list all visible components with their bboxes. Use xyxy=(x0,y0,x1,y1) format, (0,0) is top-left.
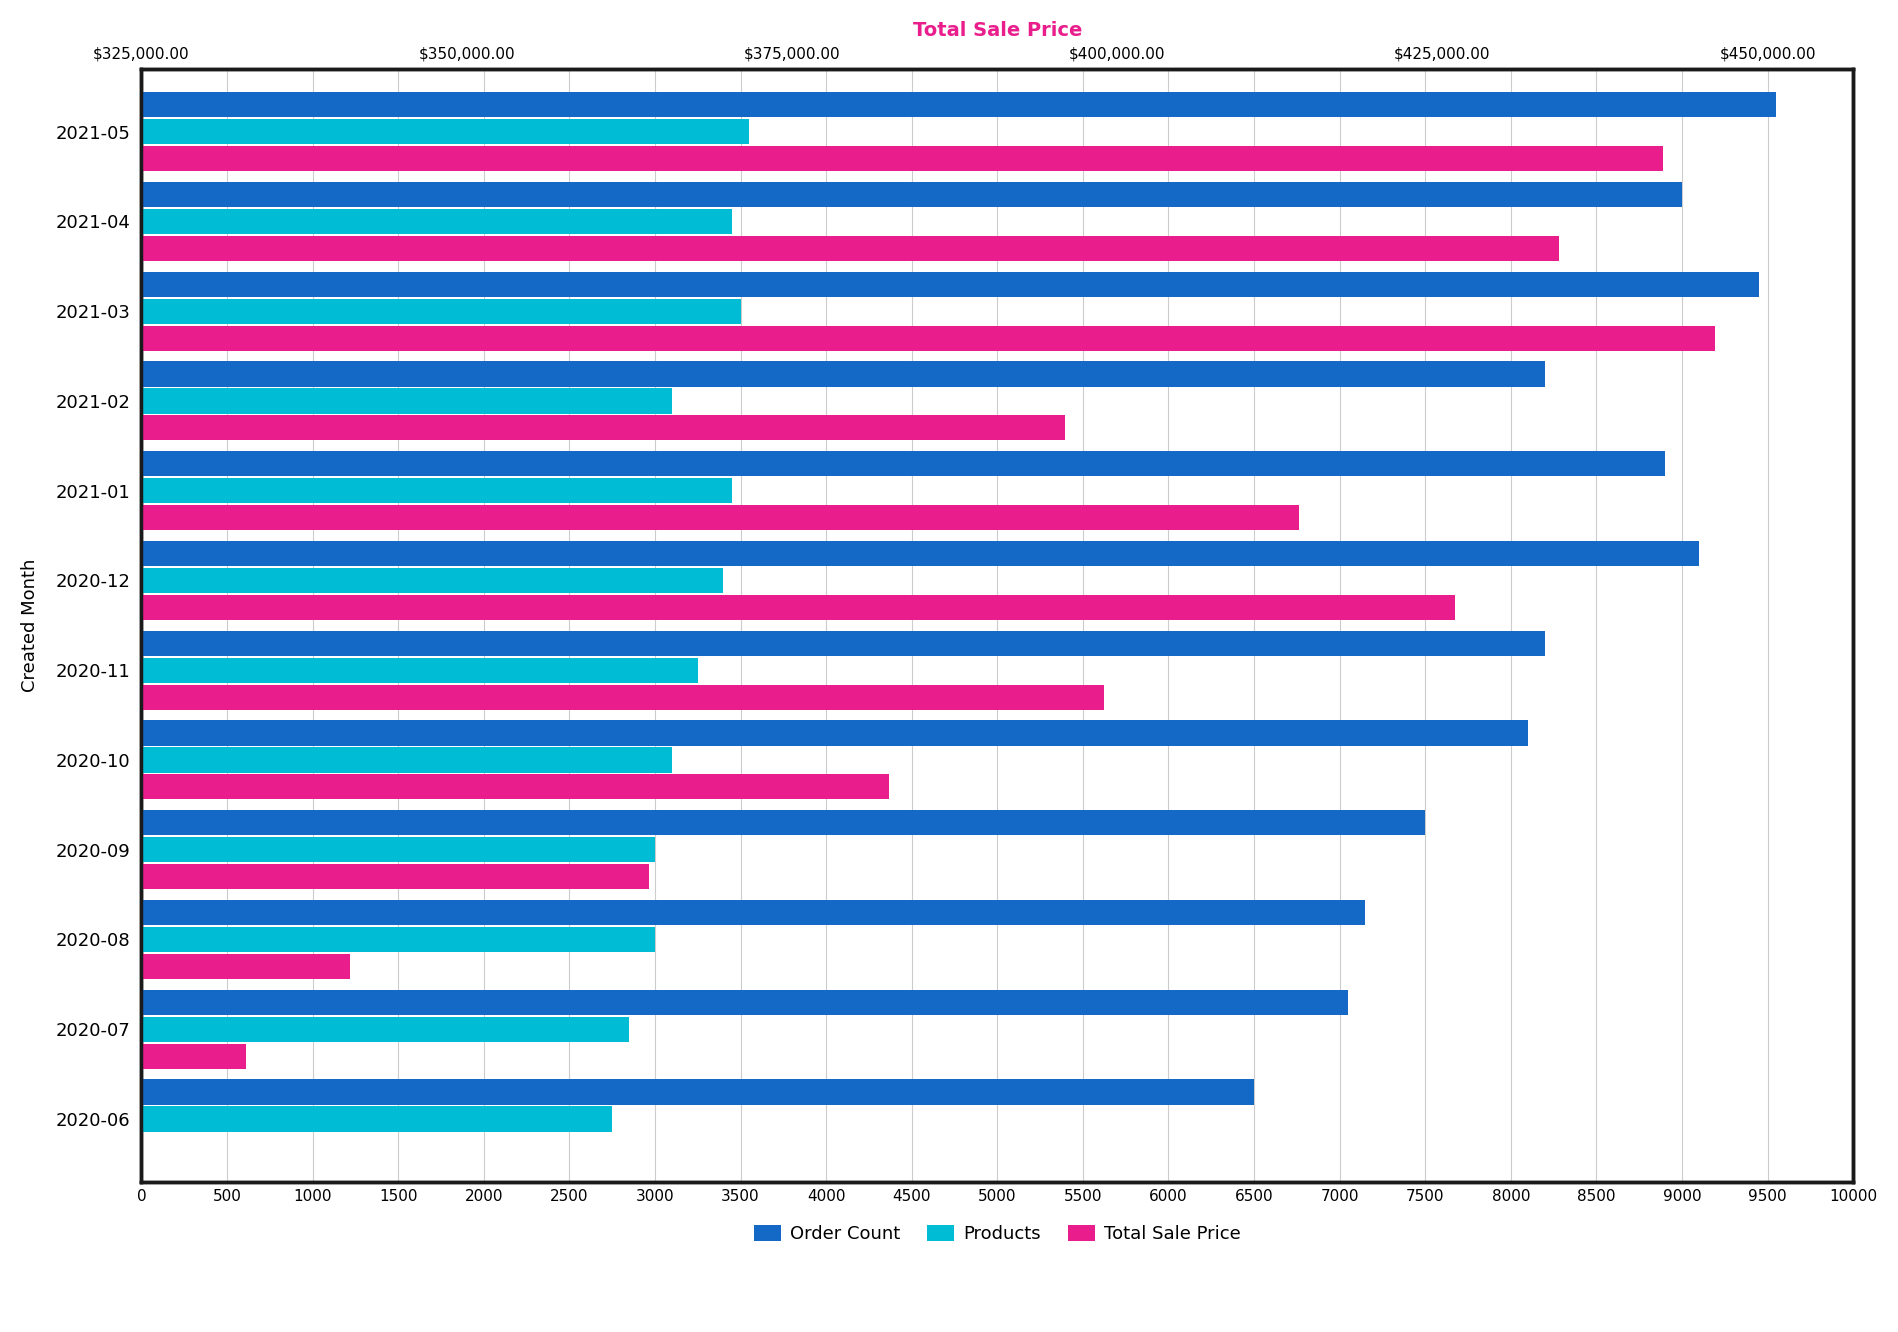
Bar xyxy=(142,685,1105,710)
Bar xyxy=(142,505,1300,530)
Bar xyxy=(142,361,1545,386)
Bar xyxy=(142,478,733,503)
Bar xyxy=(142,541,1699,566)
Bar xyxy=(142,147,1663,172)
Bar xyxy=(142,1079,1255,1104)
Bar xyxy=(142,747,672,773)
Bar xyxy=(142,658,698,683)
Bar xyxy=(142,1107,613,1132)
Bar xyxy=(142,416,1065,441)
Bar xyxy=(142,810,1425,835)
Bar xyxy=(142,990,1348,1015)
Bar xyxy=(142,927,655,952)
Bar xyxy=(142,119,750,144)
Bar xyxy=(142,272,1759,297)
Bar xyxy=(142,325,1716,350)
Legend: Order Count, Products, Total Sale Price: Order Count, Products, Total Sale Price xyxy=(746,1217,1249,1251)
Bar xyxy=(142,954,349,979)
Bar xyxy=(142,1016,630,1042)
Bar xyxy=(142,1043,245,1068)
Bar xyxy=(142,92,1777,117)
Bar xyxy=(142,452,1665,477)
Bar xyxy=(142,389,672,413)
Bar xyxy=(142,567,723,593)
Bar xyxy=(142,298,740,324)
X-axis label: Total Sale Price: Total Sale Price xyxy=(913,21,1082,40)
Y-axis label: Created Month: Created Month xyxy=(21,558,38,693)
Bar xyxy=(142,595,1456,619)
Bar xyxy=(142,209,733,234)
Bar xyxy=(142,236,1560,261)
Bar xyxy=(142,900,1365,926)
Bar xyxy=(142,774,890,799)
Bar xyxy=(142,182,1682,206)
Bar xyxy=(142,631,1545,655)
Bar xyxy=(142,864,649,890)
Bar xyxy=(142,721,1528,746)
Bar xyxy=(142,836,655,862)
